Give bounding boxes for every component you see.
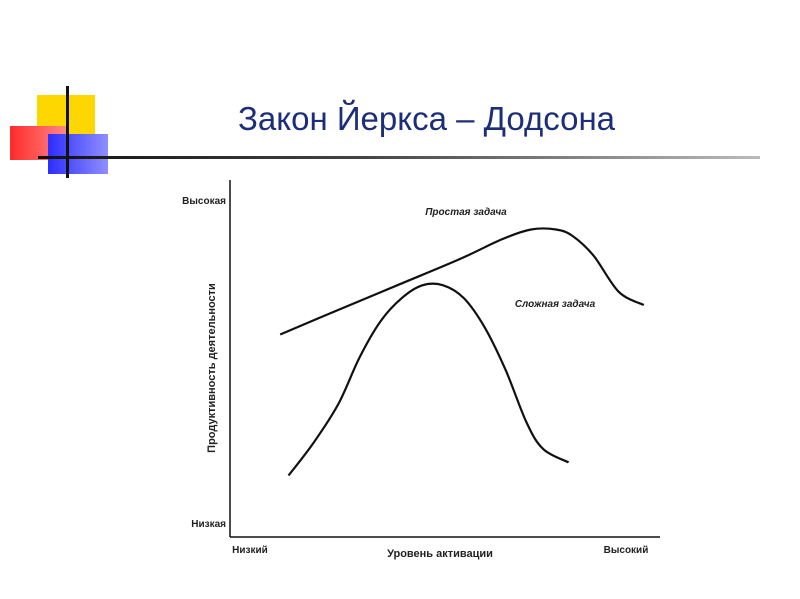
series-line-complex-task: [287, 282, 570, 477]
series-line-simple-task: [279, 227, 645, 336]
title-underline: [38, 156, 760, 159]
y-tick-high: Высокая: [182, 196, 226, 207]
y-axis-title: Продуктивность деятельности: [206, 283, 218, 453]
slide-title: Закон Йеркса – Додсона: [238, 100, 616, 137]
series-label-complex-task: Сложная задача: [515, 299, 596, 310]
vertical-rule-decoration: [66, 86, 69, 178]
x-axis-title: Уровень активации: [387, 548, 493, 560]
series-label-simple-task: Простая задача: [425, 207, 507, 218]
x-tick-low: Низкий: [232, 545, 268, 556]
x-tick-high: Высокий: [604, 545, 649, 556]
blue-square-decoration: [48, 134, 108, 174]
y-tick-low: Низкая: [191, 519, 226, 530]
